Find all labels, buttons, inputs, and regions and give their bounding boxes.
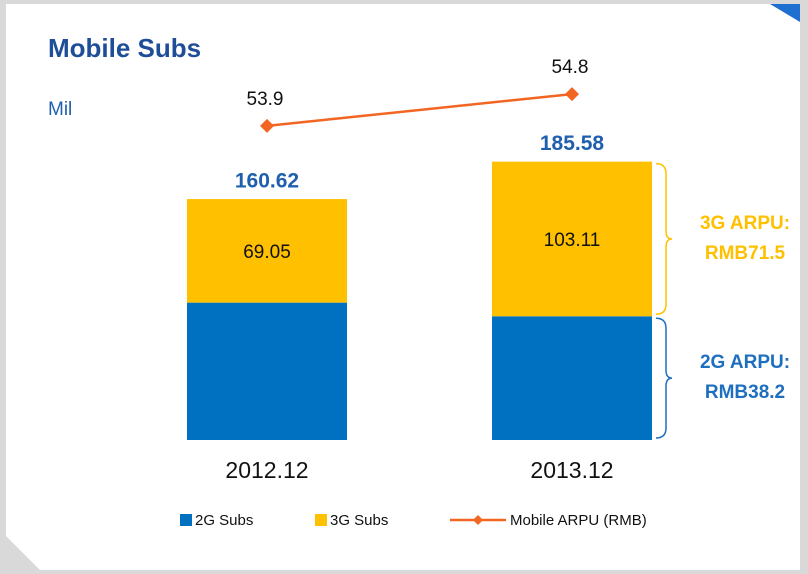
data-label: 69.05	[243, 242, 291, 263]
x-tick-label: 2013.12	[530, 457, 613, 483]
data-label: 54.8	[552, 57, 589, 78]
brace	[655, 162, 673, 316]
legend-marker	[473, 515, 483, 525]
data-label: 53.9	[247, 89, 284, 110]
bar-segment	[187, 302, 347, 440]
annotation-text: RMB71.5	[705, 243, 786, 264]
legend-label: 2G Subs	[195, 512, 253, 529]
line-marker	[260, 118, 274, 133]
legend-swatch	[180, 514, 192, 526]
panel	[6, 4, 800, 570]
annotation-text: 2G ARPU:	[700, 352, 790, 373]
annotation-text: RMB38.2	[705, 382, 785, 403]
y-unit-label: Mil	[48, 99, 72, 120]
x-tick-label: 2012.12	[225, 457, 308, 483]
total-label: 185.58	[540, 132, 605, 155]
corner-mark	[770, 4, 800, 22]
legend-swatch	[315, 514, 327, 526]
bar-segment	[187, 199, 347, 303]
chart-title: Mobile Subs	[48, 33, 201, 63]
legend-label: Mobile ARPU (RMB)	[510, 512, 647, 529]
line-series	[266, 92, 573, 128]
line-marker	[565, 87, 579, 102]
bar-segment	[492, 316, 652, 440]
annotation-text: 3G ARPU:	[700, 213, 790, 234]
brace	[655, 317, 673, 439]
data-label: 103.11	[544, 230, 601, 251]
legend-label: 3G Subs	[330, 512, 388, 529]
bar-segment	[492, 161, 652, 317]
total-label: 160.62	[235, 170, 299, 193]
